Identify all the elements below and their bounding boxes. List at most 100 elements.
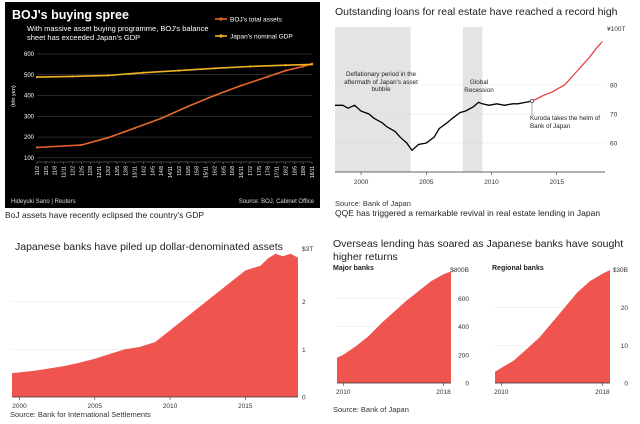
x-tick-label: 15/8: [195, 166, 201, 176]
data-point: [213, 94, 216, 97]
annotation-kuroda-wrap: Kuroda takes the helm of Bank of Japan: [529, 115, 600, 130]
y-tick-label: 500: [24, 73, 35, 79]
unit-label: $30B: [613, 267, 628, 274]
data-point: [302, 65, 305, 68]
x-tick-label: 2005: [419, 179, 434, 186]
chart1-caption: BoJ assets have recently eclipsed the co…: [5, 210, 205, 220]
x-tick-label: 14/5: [150, 166, 156, 176]
area-series: [12, 253, 298, 397]
loans-chart-panel: 60 70 80 ¥100T 2000 2005 2010 2015 Deflationary …: [335, 26, 625, 186]
data-point: [284, 69, 287, 72]
x-tick-label: 2018: [595, 389, 610, 396]
loans-line: [335, 100, 533, 152]
unit-label: $3T: [302, 246, 313, 253]
y-tick-label: 70: [610, 112, 618, 119]
x-tick-label: 15/5: [186, 166, 192, 176]
dollar-assets-panel: 0 1 2 $3T 2000 2005 2010 2015: [12, 246, 313, 410]
x-tick-label: 13/5: [115, 166, 121, 176]
data-point: [186, 105, 189, 108]
x-tick-label: 18/5: [292, 166, 298, 176]
legend-label: Japan's nominal GDP: [230, 34, 293, 41]
x-tick-label: 18/8: [301, 166, 307, 176]
x-tick-label: 12/11: [97, 166, 103, 178]
footer-source: Source: BOJ, Cabinet Office: [239, 199, 315, 205]
x-tick-label: 18/11: [310, 166, 316, 178]
overseas-lending-title: Overseas lending has soared as Japanese …: [333, 238, 624, 263]
x-tick-label: 2015: [238, 403, 253, 410]
x-tick-label: 12/5: [79, 166, 85, 176]
y-tick-label: 0: [465, 381, 469, 388]
y-tick-label: 0: [302, 395, 306, 402]
data-point: [177, 69, 181, 72]
unit-label: ¥100T: [607, 26, 625, 33]
data-point: [213, 67, 216, 70]
chart2-caption: QQE has triggered a remarkable revival i…: [335, 208, 601, 218]
data-point: [80, 143, 83, 147]
x-tick-label: 13/8: [124, 166, 130, 176]
y-tick-label: 400: [458, 324, 469, 331]
chart-title: BOJ's buying spree: [12, 8, 129, 22]
series-line-boj-assets: [36, 63, 313, 149]
y-axis-label: (trln yen): [11, 85, 17, 107]
chart-background: [5, 2, 320, 208]
x-tick-label: 12/2: [70, 166, 76, 176]
data-point: [71, 75, 74, 78]
annotation-deflation: Deflationary period in the aftermath of …: [344, 71, 418, 93]
y-tick-label: 20: [621, 305, 629, 312]
y-tick-label: 2: [302, 299, 306, 306]
loans-chart-title: Outstanding loans for real estate have r…: [335, 6, 618, 18]
x-tick-label: 14/11: [168, 166, 174, 178]
y-tick-label: 600: [24, 52, 35, 58]
data-point: [310, 63, 314, 66]
major-banks-title: Major banks: [333, 265, 374, 272]
x-tick-label: 13/2: [106, 166, 112, 176]
annotation-deflation-wrap: Deflationary period in the aftermath of …: [344, 71, 418, 93]
x-tick-label: 16/2: [212, 166, 218, 176]
data-point: [142, 71, 145, 74]
chart-subtitle: With massive asset buying programme, BOJ…: [27, 24, 209, 42]
x-tick-label: 11/2: [35, 166, 41, 176]
y-tick-label: 10: [621, 343, 629, 350]
legend: BOJ's total assets Japan's nominal GDP: [215, 17, 293, 41]
y-tick-label: 80: [610, 83, 618, 90]
loans-source: Source: Bank of Japan: [335, 199, 411, 208]
y-tick-label: 600: [458, 296, 469, 303]
x-tick-label: 11/8: [53, 166, 59, 176]
overseas-lending-source: Source: Bank of Japan: [333, 405, 409, 414]
unit-label: $800B: [450, 267, 469, 274]
x-tick-label: 17/8: [266, 166, 272, 176]
data-point: [35, 75, 39, 79]
x-tick-label: 2018: [436, 389, 451, 396]
footer-credit: Hideyuki Sano | Reuters: [11, 199, 76, 205]
data-point: [248, 65, 252, 68]
x-tick-label: 2015: [550, 179, 565, 186]
major-banks-panel: 0 200 400 600 $800B 2010 2018: [336, 267, 469, 396]
y-tick-label: 100: [24, 156, 35, 162]
kuroda-era-line: [531, 41, 603, 102]
chart-subtitle-wrap: With massive asset buying programme, BOJ…: [27, 24, 209, 42]
x-tick-label: 15/11: [204, 166, 210, 178]
y-tick-label: 300: [24, 114, 35, 120]
x-tick-label: 2010: [494, 389, 509, 396]
x-tick-label: 2010: [484, 179, 499, 186]
annotation-kuroda: Kuroda takes the helm of Bank of Japan: [529, 115, 600, 130]
dollar-assets-source: Source: Bank for International Settlemen…: [10, 410, 151, 419]
regional-banks-panel: 0 10 20 $30B 2010 2018: [494, 267, 629, 396]
data-point: [266, 75, 269, 78]
x-tick-label: 11/11: [62, 166, 68, 178]
y-tick-label: 200: [458, 352, 469, 359]
x-tick-label: 14/2: [141, 166, 147, 176]
data-point: [106, 136, 110, 139]
annotation-recession: Global Recession: [464, 79, 494, 94]
data-point: [35, 146, 39, 149]
dollar-assets-title: Japanese banks have piled up dollar-deno…: [15, 241, 283, 253]
y-tick-label: 400: [24, 94, 35, 100]
x-tick-label: 2005: [88, 403, 103, 410]
kuroda-marker: [530, 98, 534, 103]
legend-label: BOJ's total assets: [230, 17, 283, 24]
x-tick-label: 11/5: [44, 166, 50, 176]
data-point: [239, 84, 243, 87]
x-tick-label: 14/8: [159, 166, 165, 176]
x-tick-label: 2000: [12, 403, 27, 410]
